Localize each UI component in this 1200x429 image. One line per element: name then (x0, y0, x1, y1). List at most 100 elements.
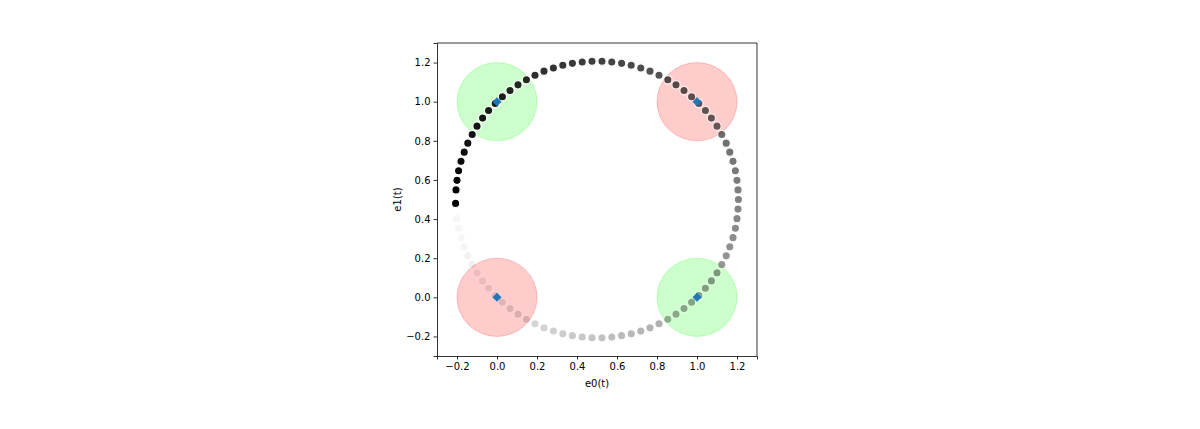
series-3 (493, 97, 701, 301)
tick-mark (617, 356, 618, 360)
point (598, 334, 606, 342)
x-axis: −0.2 0.0 0.2 0.4 0.6 0.8 1.0 1.2 (438, 356, 758, 372)
frame (437, 43, 757, 44)
point (608, 58, 616, 66)
tick: 0.4 (415, 214, 437, 225)
point (484, 284, 492, 292)
point (460, 243, 468, 251)
point (718, 130, 726, 138)
point (701, 284, 709, 292)
tick: 1.2 (730, 356, 746, 372)
point (531, 71, 539, 79)
axis-line (434, 44, 438, 357)
tick-label: 0.8 (415, 136, 431, 147)
point (468, 130, 476, 138)
series-1 (457, 63, 737, 337)
point (559, 329, 567, 337)
point (617, 331, 625, 339)
region (457, 63, 537, 141)
tick: 1.0 (415, 96, 437, 107)
point (598, 57, 606, 65)
tick-mark (434, 297, 438, 298)
tick-label: 0.2 (415, 253, 431, 264)
point (454, 167, 462, 175)
point (608, 333, 616, 341)
tick-label: 0.8 (650, 361, 666, 372)
tick-mark (434, 63, 438, 64)
tick: 1.2 (415, 57, 437, 68)
point (655, 71, 663, 79)
point (731, 224, 739, 232)
tick: 1.0 (690, 356, 706, 372)
tick: 0.4 (570, 356, 586, 372)
point (522, 315, 530, 323)
point (493, 97, 501, 105)
point (506, 86, 514, 94)
point (473, 122, 481, 130)
axis-line (438, 357, 758, 360)
point (726, 148, 734, 156)
point (734, 186, 742, 194)
point (549, 64, 557, 72)
point (559, 61, 567, 69)
tick-label: 0.6 (610, 361, 626, 372)
point (734, 195, 742, 203)
tick-mark (697, 356, 698, 360)
tick-mark (434, 336, 438, 337)
point (672, 310, 680, 318)
point (464, 139, 472, 147)
tick-label: 1.0 (690, 361, 706, 372)
point (452, 186, 460, 194)
point (617, 59, 625, 67)
point (713, 269, 721, 277)
tick-label: 0.4 (570, 361, 586, 372)
tick-label: 0.6 (415, 175, 431, 186)
point (522, 76, 530, 84)
point (722, 252, 730, 260)
tick-mark (577, 356, 578, 360)
point (453, 176, 461, 184)
tick-label: 0.0 (490, 361, 506, 372)
tick: 0.6 (610, 356, 626, 372)
point (672, 81, 680, 89)
point (718, 260, 726, 268)
tick-label: 1.2 (730, 361, 746, 372)
point (707, 114, 715, 122)
point (506, 304, 514, 312)
region (457, 258, 537, 336)
tick-label: 0.2 (530, 361, 546, 372)
tick: −0.2 (445, 356, 469, 372)
point (540, 67, 548, 75)
point (701, 106, 709, 114)
tick-label: 1.0 (415, 96, 431, 107)
point (664, 76, 672, 84)
tick: 0.6 (415, 175, 437, 186)
point (468, 260, 476, 268)
point (460, 148, 468, 156)
point (540, 324, 548, 332)
frame (757, 43, 758, 356)
tick-mark (434, 141, 438, 142)
point (578, 333, 586, 341)
point (531, 320, 539, 328)
series-2 (451, 57, 742, 342)
y-axis: −0.20.00.20.40.60.81.01.2 (406, 44, 437, 357)
point (549, 327, 557, 335)
point (733, 176, 741, 184)
point (568, 331, 576, 339)
point (588, 334, 596, 342)
point (693, 293, 701, 301)
point (722, 139, 730, 147)
point (514, 310, 522, 318)
point (729, 233, 737, 241)
point (451, 199, 459, 207)
tick-mark (497, 356, 498, 360)
point (637, 64, 645, 72)
tick-mark (434, 219, 438, 220)
tick-label: 0.0 (415, 292, 431, 303)
tick-label: 1.2 (415, 57, 431, 68)
tick-mark (537, 356, 538, 360)
region (657, 258, 737, 336)
point (680, 304, 688, 312)
point (726, 243, 734, 251)
